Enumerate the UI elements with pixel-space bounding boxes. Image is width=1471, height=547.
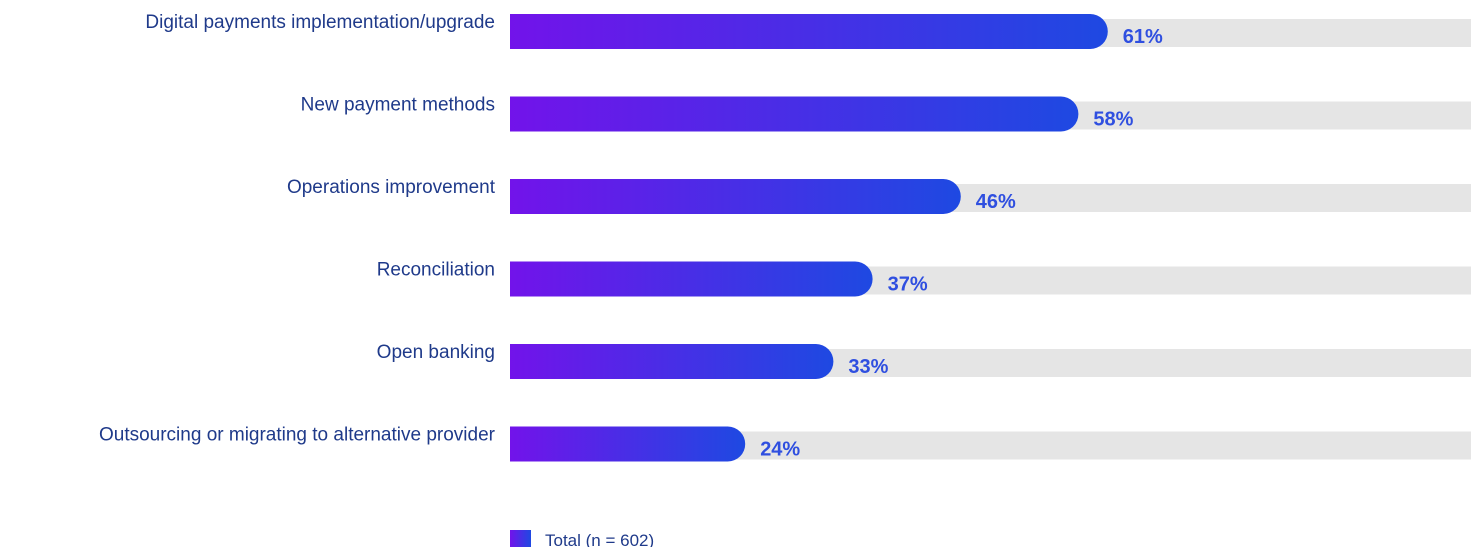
bar-tracks bbox=[510, 19, 1471, 460]
legend: Total (n = 602) bbox=[510, 530, 654, 547]
category-labels: Digital payments implementation/upgrade N… bbox=[99, 12, 496, 446]
bar bbox=[510, 426, 746, 462]
category-label: Outsourcing or migrating to alternative … bbox=[99, 425, 496, 446]
value-label: 37% bbox=[888, 274, 928, 296]
bar bbox=[510, 179, 961, 214]
bars bbox=[510, 14, 1108, 462]
value-label: 33% bbox=[848, 356, 888, 378]
category-label: Open banking bbox=[377, 342, 495, 363]
legend-label: Total (n = 602) bbox=[545, 531, 654, 547]
value-labels: 61% 58% 46% 37% 33% 24% bbox=[760, 26, 1163, 461]
value-label: 46% bbox=[976, 191, 1016, 213]
legend-swatch bbox=[510, 530, 531, 547]
category-label: Reconciliation bbox=[377, 260, 495, 281]
bar bbox=[510, 14, 1108, 49]
bar bbox=[510, 261, 873, 297]
value-label: 58% bbox=[1093, 109, 1133, 131]
bar bbox=[510, 96, 1079, 132]
bar bbox=[510, 344, 834, 379]
category-label: New payment methods bbox=[301, 95, 495, 116]
category-label: Operations improvement bbox=[287, 177, 496, 198]
value-label: 24% bbox=[760, 439, 800, 461]
category-label: Digital payments implementation/upgrade bbox=[145, 12, 495, 33]
value-label: 61% bbox=[1123, 26, 1163, 48]
